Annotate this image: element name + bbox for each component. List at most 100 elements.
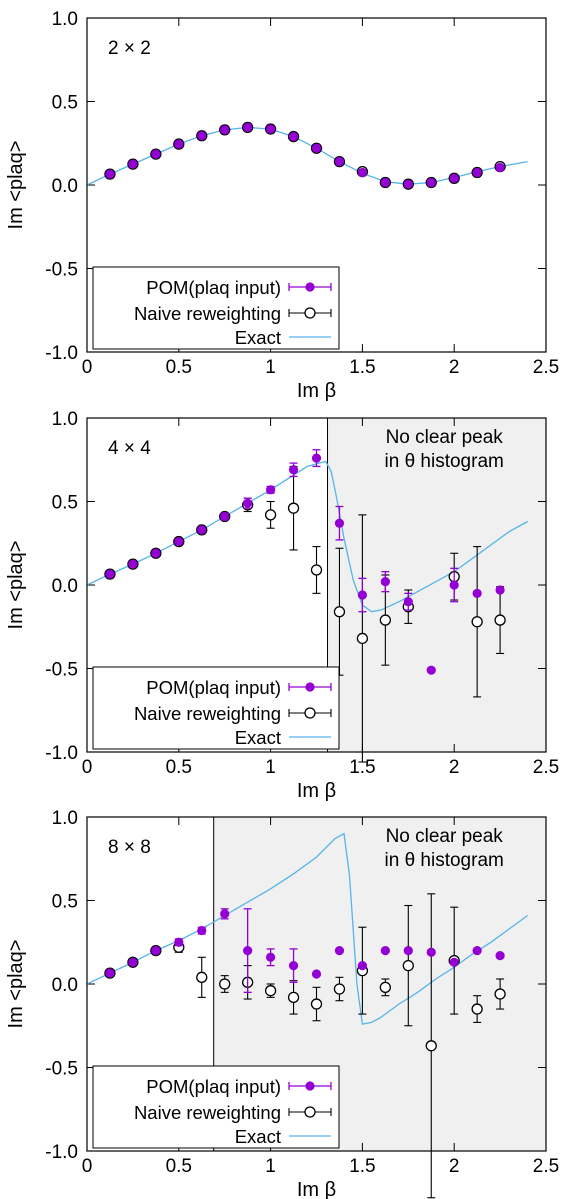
annotation-line: in θ histogram [385, 850, 504, 871]
plot-frame [86, 17, 547, 353]
legend-box [92, 266, 340, 350]
pom-point [426, 665, 436, 675]
x-tick-label: 2 [449, 357, 460, 378]
pom-point [174, 139, 184, 149]
naive-point [379, 981, 392, 993]
x-tick-label: 1.5 [349, 1156, 375, 1177]
y-tick-label: -1.0 [45, 1142, 78, 1163]
x-tick-label: 0.5 [166, 757, 192, 778]
pom-point [472, 588, 482, 598]
x-tick-label: 0 [82, 357, 93, 378]
y-tick-label: -0.5 [45, 660, 78, 681]
naive-point [310, 564, 323, 576]
lattice-label: 2 × 2 [108, 38, 151, 59]
legend-label-exact: Exact [235, 327, 281, 348]
legend-label-naive: Naive reweighting [134, 1102, 281, 1123]
pom-point [266, 124, 276, 134]
lattice-label: 4 × 4 [108, 438, 151, 459]
pom-point [220, 909, 230, 919]
naive-point [219, 978, 231, 990]
pom-point [449, 957, 459, 967]
annotation-line: No clear peak [386, 826, 504, 847]
legend-key-pom-marker [305, 282, 315, 292]
pom-point [334, 518, 345, 528]
y-tick-label: 0.0 [52, 975, 78, 996]
plot-frame [86, 816, 547, 1152]
y-tick-label: 0.0 [52, 176, 78, 197]
x-axis-label: Im β [297, 780, 336, 802]
legend-label-exact: Exact [235, 727, 281, 748]
pom-point [311, 143, 322, 153]
x-tick-label: 1.5 [349, 357, 375, 378]
x-tick-label: 1 [265, 357, 276, 378]
pom-point [449, 173, 459, 183]
panel-2: 0 0.5 1 1.5 2 2.5 -1.0 -0.5 0.0 0.5 1.0 4 × 4 No cle… [5, 409, 559, 802]
pom-point [334, 946, 345, 956]
x-tick-label: 2 [449, 757, 460, 778]
naive-point [310, 998, 323, 1010]
shaded-region [327, 418, 546, 752]
y-tick-label: 0.5 [52, 493, 78, 514]
pom-point [380, 177, 390, 188]
pom-point [174, 937, 184, 947]
pom-point [128, 957, 138, 967]
x-tick-label: 1 [265, 757, 276, 778]
pom-point [426, 177, 436, 188]
annotation-line: in θ histogram [385, 451, 504, 472]
pom-point [380, 946, 390, 956]
pom-point [105, 169, 115, 179]
pom-point [288, 961, 299, 971]
y-tick-label: 1.0 [52, 9, 78, 30]
legend-box [92, 1065, 340, 1149]
pom-point [288, 465, 299, 475]
y-axis-label: Im <plaq> [5, 541, 27, 630]
legend-box [92, 666, 340, 750]
annotation-line: No clear peak [386, 427, 504, 448]
y-axis-label: Im <plaq> [5, 141, 27, 230]
legend-label-exact: Exact [235, 1126, 281, 1147]
naive-point [425, 1040, 437, 1052]
y-tick-label: 1.0 [52, 808, 78, 829]
pom-point [380, 577, 390, 587]
pom-point [220, 125, 230, 135]
pom-point [197, 925, 207, 936]
pom-point [357, 167, 367, 178]
naive-point [356, 632, 369, 645]
pom-point [105, 968, 115, 978]
pom-point [105, 569, 115, 579]
y-tick-label: 0.5 [52, 892, 78, 913]
legend-key-naive-marker [304, 1106, 316, 1118]
pom-point [495, 162, 505, 173]
legend-label-pom: POM(plaq input) [146, 1076, 281, 1097]
x-tick-label: 0 [82, 1156, 93, 1177]
pom-point [128, 559, 138, 569]
x-tick-label: 1 [265, 1156, 276, 1177]
y-tick-label: 0.0 [52, 576, 78, 597]
naive-point [264, 985, 277, 997]
naive-point [287, 991, 300, 1004]
pom-point [197, 525, 207, 535]
pom-point [472, 167, 482, 178]
pom-point [266, 952, 276, 962]
pom-point [403, 597, 413, 607]
pom-point [128, 159, 138, 169]
naive-point [287, 502, 300, 514]
pom-point [403, 946, 413, 956]
y-tick-label: -0.5 [45, 260, 78, 281]
naive-point [402, 959, 414, 972]
naive-point [471, 616, 483, 628]
pom-point [311, 453, 322, 463]
pom-point [334, 157, 345, 167]
legend-key-naive-marker [304, 707, 316, 719]
lattice-label: 8 × 8 [108, 837, 151, 858]
legend-key-pom-marker [305, 1081, 315, 1091]
exact-curve [86, 460, 528, 613]
legend-key-naive-marker [304, 307, 316, 319]
x-tick-label: 0.5 [166, 1156, 192, 1177]
legend-label-naive: Naive reweighting [134, 303, 281, 324]
y-tick-label: 0.5 [52, 93, 78, 114]
pom-point [243, 498, 253, 508]
pom-point [472, 946, 482, 956]
pom-point [243, 946, 253, 956]
